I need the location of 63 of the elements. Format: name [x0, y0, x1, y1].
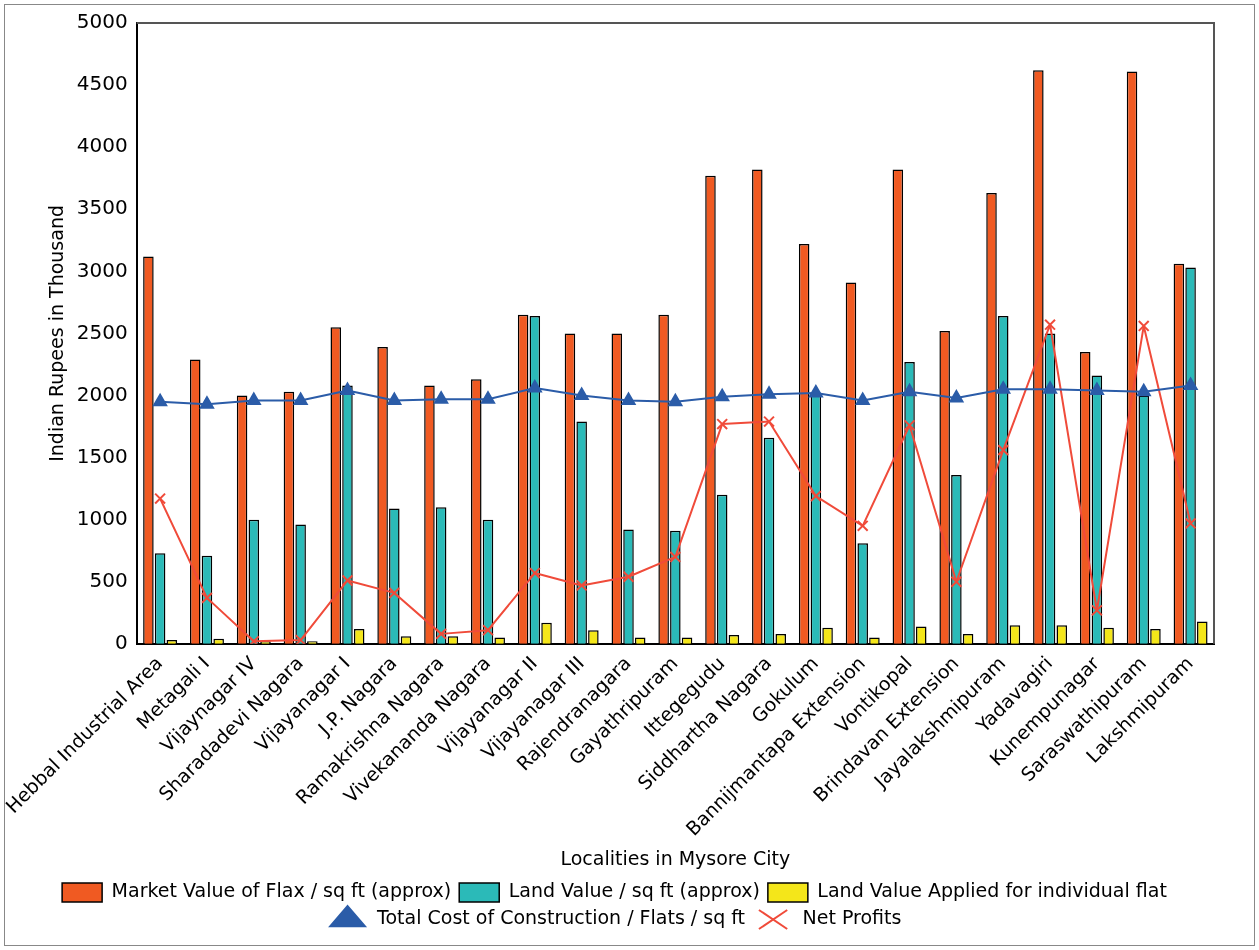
point	[246, 392, 261, 405]
point	[903, 419, 916, 432]
y-tick-label: 2000	[76, 381, 128, 406]
point	[154, 492, 167, 505]
point	[715, 388, 730, 402]
point	[856, 519, 869, 532]
point	[668, 393, 683, 407]
point	[1043, 381, 1058, 394]
point	[434, 391, 449, 404]
y-tick-label: 1000	[76, 505, 128, 530]
point	[669, 550, 682, 563]
point	[294, 634, 307, 644]
point	[902, 383, 917, 397]
y-tick-label: 4500	[76, 71, 128, 96]
point	[482, 624, 494, 637]
point	[574, 387, 589, 400]
y-tick-label: 500	[89, 567, 128, 592]
point	[340, 382, 355, 396]
point	[293, 392, 308, 405]
point	[387, 392, 402, 405]
legend-label: Market Value of Flax / sq ft (approx)	[111, 879, 452, 902]
point	[855, 392, 870, 405]
point	[1090, 604, 1103, 617]
point	[1136, 383, 1151, 397]
point	[435, 627, 448, 640]
point	[201, 591, 213, 604]
point	[1137, 320, 1150, 332]
legend-label: Net Profits	[802, 906, 902, 929]
y-tick-label: 1500	[76, 443, 128, 468]
point	[1044, 318, 1057, 331]
point	[621, 392, 636, 405]
point	[761, 386, 777, 399]
point	[1184, 517, 1197, 530]
point	[622, 570, 635, 583]
y-tick-label: 4000	[76, 133, 128, 158]
legend-label: Land Value Applied for individual flat	[817, 879, 1167, 902]
point	[996, 381, 1011, 394]
point	[388, 586, 401, 599]
point	[1183, 377, 1198, 391]
y-tick-label: 3000	[76, 257, 128, 282]
point	[949, 389, 964, 403]
y-axis-title: Indian Rupees in Thousand	[45, 205, 68, 462]
point	[763, 415, 775, 428]
legend-label: Land Value / sq ft (approx)	[508, 879, 760, 902]
point	[950, 575, 963, 588]
point	[153, 393, 168, 407]
point	[199, 396, 215, 409]
y-tick-label: 5000	[76, 9, 128, 34]
point	[480, 391, 496, 404]
point	[528, 567, 541, 579]
point	[341, 574, 354, 587]
point	[716, 418, 729, 430]
y-tick-label: 2500	[76, 319, 128, 344]
legend-label: Total Cost of Construction / Flats / sq ft	[376, 906, 746, 929]
point	[808, 385, 823, 398]
point	[1089, 382, 1104, 396]
y-tick-label: 0	[114, 630, 128, 655]
point	[997, 444, 1010, 457]
y-tick-label: 3500	[76, 195, 128, 220]
point	[809, 490, 822, 503]
x-axis-title: Localities in Mysore City	[560, 846, 791, 869]
point	[575, 579, 588, 592]
point	[527, 380, 542, 393]
